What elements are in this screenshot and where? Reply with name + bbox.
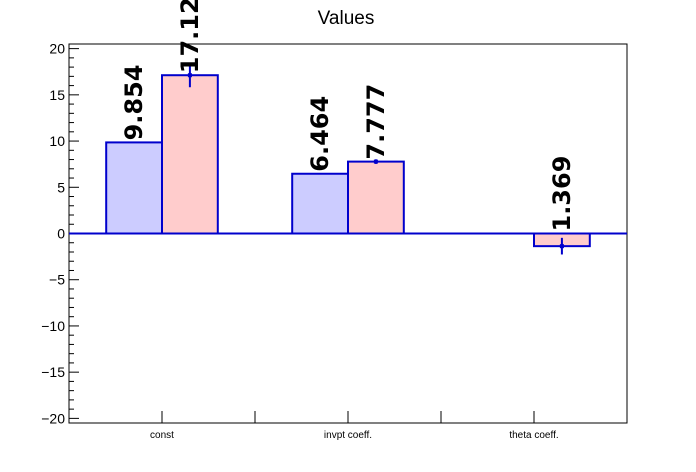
data-label: 17.123	[176, 0, 204, 73]
y-tick-label: −5	[49, 272, 65, 288]
bar	[291, 172, 350, 235]
x-category-label: theta coeff.	[509, 430, 558, 441]
data-label: 1.369	[548, 156, 576, 232]
data-label: 6.464	[306, 96, 334, 172]
chart-bars	[69, 63, 627, 255]
x-category-label: const	[150, 430, 174, 441]
y-tick-label: 20	[49, 41, 65, 57]
bar-marker	[373, 159, 378, 164]
bar	[347, 160, 405, 235]
chart-title: Values	[318, 8, 375, 29]
y-tick-label: 15	[49, 87, 65, 103]
y-tick-label: 0	[57, 226, 65, 242]
bar	[161, 74, 219, 235]
bar	[105, 141, 163, 235]
y-tick-label: −15	[41, 364, 65, 380]
bar-marker	[559, 244, 564, 249]
y-tick-label: −10	[41, 318, 65, 334]
y-tick-label: 10	[49, 133, 65, 149]
data-label: 7.777	[362, 84, 390, 160]
chart-data-labels: 9.854 6.464 17.123 7.777 1.369	[120, 0, 576, 232]
data-label: 9.854	[120, 64, 148, 140]
bar-marker	[187, 73, 192, 78]
x-category-label: invpt coeff.	[324, 430, 372, 441]
chart-axes: −20 −15 −10 −5 0 5 10 15 20 const invpt coeff. thet…	[41, 41, 628, 441]
y-tick-label: −20	[41, 410, 65, 426]
y-tick-label: 5	[57, 179, 65, 195]
